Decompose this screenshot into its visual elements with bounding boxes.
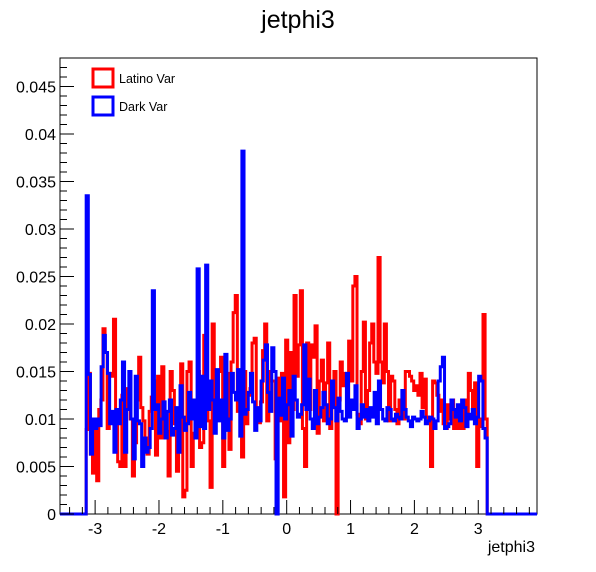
- x-tick-label: -1: [216, 521, 230, 538]
- y-tick-label: 0.02: [25, 317, 56, 334]
- y-tick-label: 0.01: [25, 412, 56, 429]
- chart-title: jetphi3: [261, 6, 335, 34]
- x-tick-label: 1: [346, 521, 355, 538]
- x-tick-label: -3: [88, 521, 102, 538]
- x-tick-label: 0: [282, 521, 291, 538]
- x-tick-label: 2: [410, 521, 419, 538]
- legend-label: Latino Var: [119, 72, 175, 86]
- legend-swatch: [91, 67, 115, 89]
- y-tick-label: 0.025: [16, 270, 56, 287]
- legend-swatch: [91, 95, 115, 117]
- y-tick-label: 0: [47, 507, 56, 524]
- y-tick-label: 0.04: [25, 127, 56, 144]
- y-tick-label: 0.03: [25, 222, 56, 239]
- series-line-dark-var: [60, 149, 537, 516]
- y-tick-label: 0.005: [16, 460, 56, 477]
- y-tick-label: 0.035: [16, 175, 56, 192]
- x-axis-label: jetphi3: [487, 539, 535, 556]
- x-tick-label: -2: [152, 521, 166, 538]
- x-tick-label: 3: [474, 521, 483, 538]
- y-tick-label: 0.045: [16, 80, 56, 97]
- y-tick-label: 0.015: [16, 365, 56, 382]
- legend-label: Dark Var: [119, 100, 167, 114]
